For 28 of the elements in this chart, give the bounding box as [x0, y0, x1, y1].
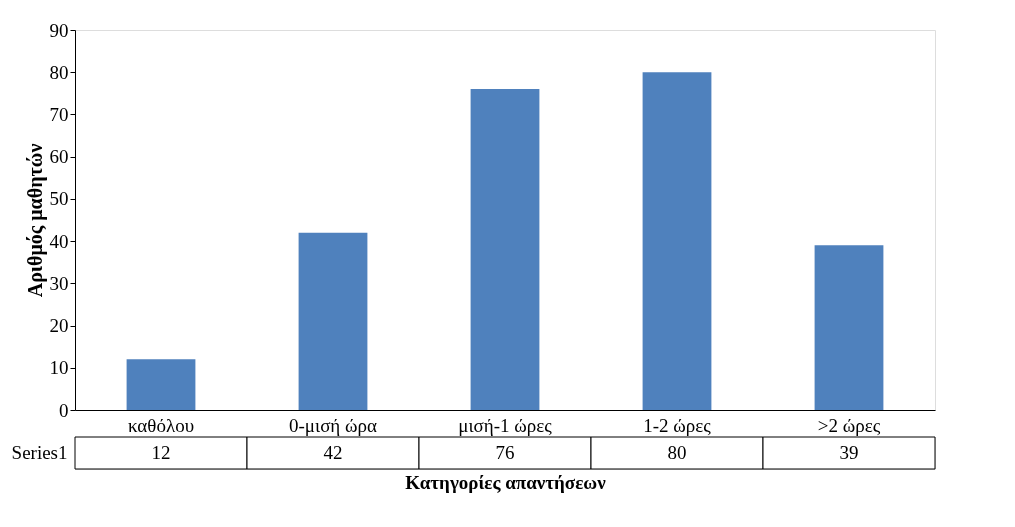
bar — [470, 89, 540, 410]
y-tick-label: 40 — [49, 230, 69, 252]
y-tick-label: 10 — [49, 357, 69, 379]
data-label: 76 — [495, 442, 515, 463]
x-tick-label: >2 ώρες — [817, 414, 881, 436]
bar — [126, 359, 196, 410]
data-label: 12 — [151, 442, 171, 463]
bar — [298, 232, 368, 410]
x-axis-title: Κατηγορίες απαντήσεων — [405, 471, 607, 493]
y-tick-label: 80 — [49, 61, 69, 83]
y-tick-label: 30 — [49, 272, 69, 294]
y-tick-label: 90 — [49, 19, 69, 41]
x-tick-label: μισή-1 ώρες — [458, 414, 553, 436]
text: Series1 — [11, 442, 68, 463]
y-tick-label: 60 — [49, 146, 69, 168]
y-tick-label: 20 — [49, 315, 69, 337]
y-tick-label: 70 — [49, 103, 69, 125]
y-tick-label: 50 — [49, 188, 69, 210]
y-tick-label: 0 — [59, 399, 69, 421]
x-tick-label: 1-2 ώρες — [643, 414, 712, 436]
bar — [814, 245, 884, 410]
data-label: 42 — [323, 442, 343, 463]
x-tick-label: καθόλου — [127, 414, 195, 436]
x-tick-label: 0-μισή ώρα — [289, 414, 378, 436]
data-label: 39 — [839, 442, 859, 463]
y-axis-title: Αριθμός μαθητών — [23, 143, 47, 298]
bar — [642, 72, 712, 410]
data-label: 80 — [667, 442, 687, 463]
